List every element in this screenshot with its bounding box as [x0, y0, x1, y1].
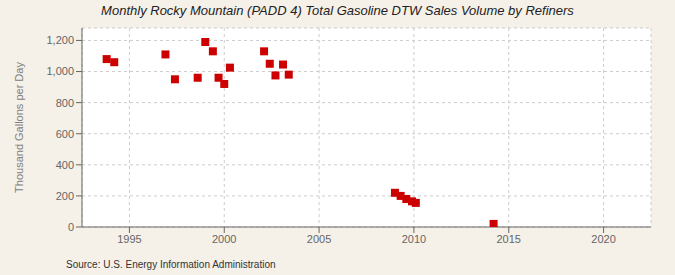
svg-text:1,200: 1,200 — [46, 34, 74, 46]
svg-text:1,000: 1,000 — [46, 65, 74, 77]
svg-text:800: 800 — [56, 97, 74, 109]
svg-text:2020: 2020 — [591, 233, 615, 245]
svg-text:200: 200 — [56, 190, 74, 202]
svg-text:2010: 2010 — [402, 233, 426, 245]
svg-text:2000: 2000 — [212, 233, 236, 245]
svg-text:Thousand Gallons per Day: Thousand Gallons per Day — [13, 62, 25, 193]
svg-text:1995: 1995 — [117, 233, 141, 245]
html-text:Monthly Rocky Mountain (PADD 4: Monthly Rocky Mountain (PADD 4) Total Ga… — [101, 3, 574, 18]
svg-text:2015: 2015 — [497, 233, 521, 245]
svg-text:2005: 2005 — [307, 233, 331, 245]
html-text:Source: U.S. Energy Informatio: Source: U.S. Energy Information Administ… — [66, 259, 276, 270]
svg-text:400: 400 — [56, 159, 74, 171]
svg-text:0: 0 — [68, 221, 74, 233]
svg-text:600: 600 — [56, 128, 74, 140]
